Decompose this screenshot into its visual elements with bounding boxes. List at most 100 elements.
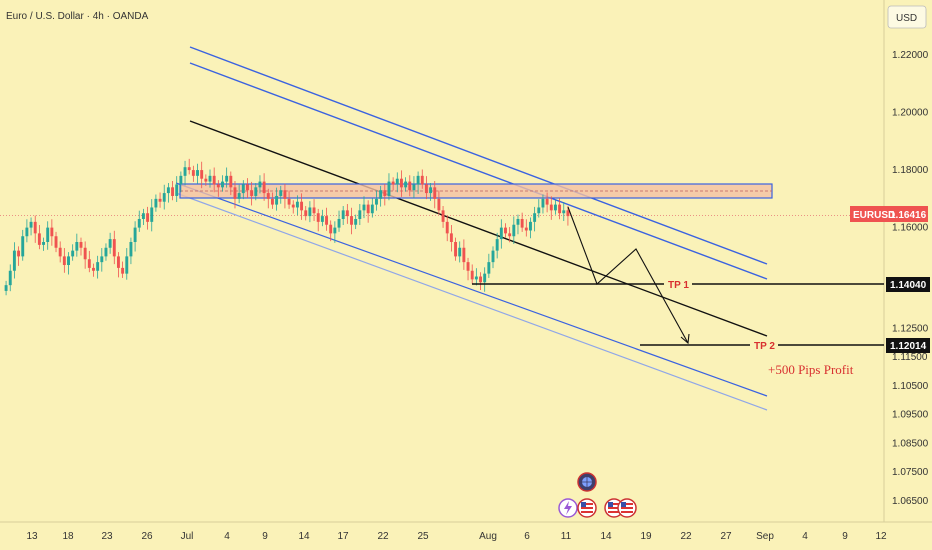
candle[interactable]: [125, 256, 129, 274]
candle[interactable]: [254, 187, 258, 196]
us-flag-event-icon[interactable]: [577, 498, 597, 518]
candle[interactable]: [445, 221, 449, 234]
candle[interactable]: [258, 181, 262, 188]
candle[interactable]: [204, 178, 208, 182]
candle[interactable]: [529, 221, 532, 231]
candle[interactable]: [50, 227, 54, 237]
candle[interactable]: [512, 224, 516, 237]
candle[interactable]: [362, 204, 366, 211]
candle[interactable]: [158, 198, 162, 202]
candle[interactable]: [100, 256, 104, 263]
candle[interactable]: [12, 250, 16, 271]
us-flag-event-icon[interactable]: [617, 498, 637, 518]
candle[interactable]: [441, 210, 445, 222]
candle[interactable]: [308, 207, 312, 217]
candle[interactable]: [287, 198, 291, 205]
candle[interactable]: [320, 216, 324, 222]
candle[interactable]: [375, 198, 378, 205]
candle[interactable]: [474, 276, 478, 280]
candle[interactable]: [345, 210, 349, 217]
candle[interactable]: [562, 210, 566, 214]
candle[interactable]: [175, 184, 179, 196]
candle[interactable]: [279, 190, 283, 196]
candle[interactable]: [246, 184, 249, 191]
candle[interactable]: [499, 227, 503, 240]
candle[interactable]: [408, 181, 412, 191]
candle[interactable]: [150, 207, 154, 222]
candle[interactable]: [524, 227, 528, 231]
candle[interactable]: [62, 256, 66, 266]
candle[interactable]: [33, 221, 37, 234]
candle[interactable]: [133, 227, 137, 242]
candle[interactable]: [275, 195, 279, 205]
candle[interactable]: [420, 175, 424, 185]
candle[interactable]: [83, 247, 87, 260]
candle[interactable]: [495, 239, 499, 251]
candle[interactable]: [391, 181, 395, 185]
candle[interactable]: [121, 267, 125, 274]
candle[interactable]: [424, 184, 428, 194]
globe-event-icon[interactable]: [577, 472, 597, 492]
candle[interactable]: [558, 204, 562, 214]
candle[interactable]: [491, 250, 495, 263]
candle[interactable]: [316, 213, 320, 222]
candle[interactable]: [520, 218, 524, 228]
candle[interactable]: [75, 241, 79, 251]
candle[interactable]: [212, 175, 216, 185]
candle[interactable]: [8, 270, 12, 286]
candle[interactable]: [266, 193, 270, 199]
candle[interactable]: [67, 256, 70, 266]
candle[interactable]: [354, 218, 358, 225]
candle[interactable]: [233, 187, 237, 199]
candle[interactable]: [183, 167, 187, 176]
candle[interactable]: [304, 210, 308, 217]
candle[interactable]: [187, 167, 191, 171]
candle[interactable]: [154, 198, 158, 208]
candle[interactable]: [537, 207, 541, 214]
candle[interactable]: [96, 262, 100, 271]
candle[interactable]: [141, 213, 145, 219]
candle[interactable]: [54, 236, 58, 248]
candle[interactable]: [58, 247, 62, 257]
candle[interactable]: [162, 193, 166, 202]
candle[interactable]: [549, 204, 553, 211]
candle[interactable]: [250, 190, 254, 196]
candle[interactable]: [108, 239, 112, 248]
candle[interactable]: [383, 190, 387, 196]
channel-upper-line-2[interactable]: [189, 62, 768, 280]
candle[interactable]: [300, 201, 304, 211]
channel-upper-line-1[interactable]: [189, 46, 768, 265]
candle[interactable]: [399, 178, 403, 188]
candle[interactable]: [237, 193, 241, 199]
candle[interactable]: [25, 227, 29, 237]
candle[interactable]: [200, 170, 204, 179]
candle[interactable]: [466, 262, 470, 271]
candle[interactable]: [37, 233, 41, 245]
candle[interactable]: [483, 273, 487, 283]
candle[interactable]: [325, 216, 328, 225]
trend-line[interactable]: [189, 120, 768, 337]
projected-path[interactable]: [567, 206, 689, 344]
candle[interactable]: [112, 239, 116, 257]
candle[interactable]: [545, 198, 549, 205]
channel-lower-line-2[interactable]: [175, 192, 768, 411]
price-tag-tp2[interactable]: 1.12014: [886, 338, 930, 353]
candle[interactable]: [196, 170, 199, 176]
price-axis[interactable]: [884, 0, 932, 550]
candle[interactable]: [129, 241, 133, 257]
candle[interactable]: [179, 175, 183, 185]
candle[interactable]: [429, 187, 433, 194]
candle[interactable]: [553, 204, 557, 211]
candle[interactable]: [454, 241, 458, 257]
candle[interactable]: [533, 213, 537, 222]
candle[interactable]: [229, 175, 233, 188]
candle[interactable]: [395, 178, 399, 185]
candle[interactable]: [208, 175, 212, 182]
candle[interactable]: [358, 210, 362, 219]
candle[interactable]: [146, 213, 150, 222]
channel-lower-line-1[interactable]: [175, 182, 768, 397]
candle[interactable]: [329, 224, 333, 234]
candle[interactable]: [225, 175, 229, 182]
candle[interactable]: [21, 236, 25, 257]
price-tag-current[interactable]: EURUSD 1.16416: [850, 206, 928, 222]
